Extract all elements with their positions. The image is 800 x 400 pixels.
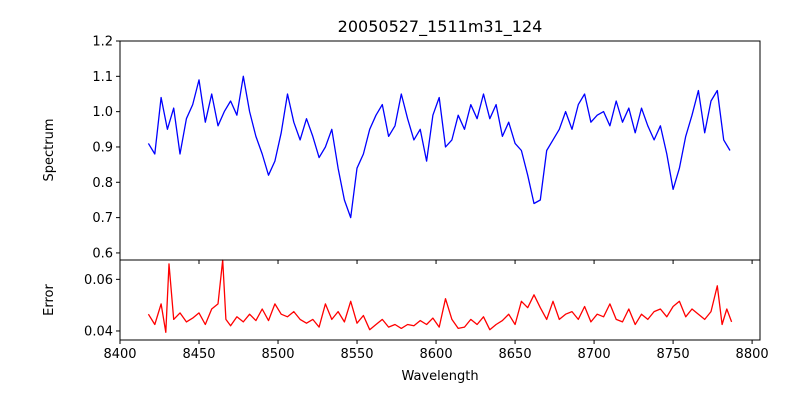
error-line-0 [147, 259, 733, 333]
error-y-ticks: 0.04 0.06 [84, 273, 120, 339]
spectrum-y-tick-label: 1.1 [92, 70, 113, 85]
x-axis-label: Wavelength [401, 369, 478, 384]
spectrum-y-tick-label: 0.7 [92, 211, 113, 226]
spectrum-y-ticks: 0.6 0.7 0.8 0.9 1.0 1.1 1.2 [92, 35, 120, 261]
spectrum-y-tick-label: 1.0 [92, 105, 113, 120]
spectrum-y-axis-label: Spectrum [42, 119, 57, 182]
spectrum-y-tick-label: 0.9 [92, 140, 113, 155]
error-x-tick-label: 8800 [736, 347, 769, 362]
error-y-tick-label: 0.06 [84, 273, 113, 288]
spectrum-line-0 [147, 75, 731, 219]
error-y-tick-label: 0.04 [84, 324, 113, 339]
error-x-tick-label: 8650 [499, 347, 532, 362]
error-x-ticks: 8400 8450 8500 8550 8600 8650 8700 8750 8800 [103, 340, 769, 362]
spectrum-y-tick-label: 0.8 [92, 176, 113, 191]
spectrum-y-tick-label: 1.2 [92, 35, 113, 50]
chart-title: 20050527_1511m31_124 [338, 17, 543, 37]
error-panel: 0.04 0.06 8400 8450 8500 8550 8600 8650 8700 875… [42, 259, 769, 384]
error-series [147, 259, 733, 333]
spectrum-y-tick-label: 0.6 [92, 246, 113, 261]
error-axes-frame [119, 259, 761, 341]
error-y-axis-label: Error [42, 284, 57, 316]
error-x-tick-label: 8700 [578, 347, 611, 362]
error-x-tick-label: 8750 [657, 347, 690, 362]
error-x-tick-label: 8450 [182, 347, 215, 362]
error-x-tick-label: 8500 [261, 347, 294, 362]
error-x-tick-label: 8400 [103, 347, 136, 362]
error-x-tick-label: 8550 [340, 347, 373, 362]
spectrum-series [147, 75, 731, 219]
error-x-tick-label: 8600 [420, 347, 453, 362]
